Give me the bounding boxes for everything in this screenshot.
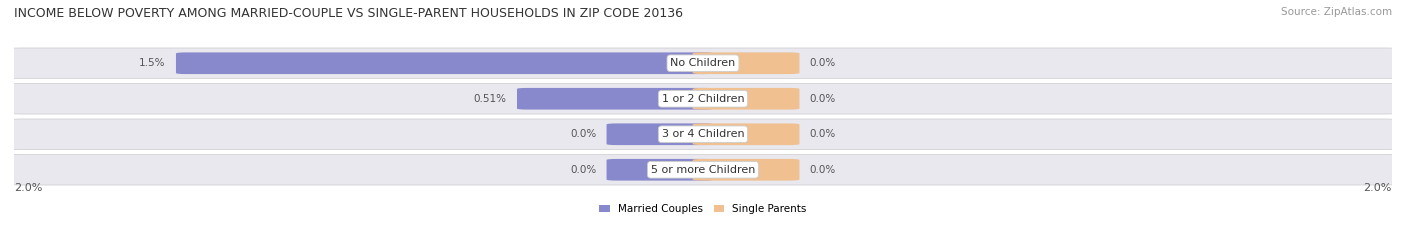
Text: 1.5%: 1.5% — [139, 58, 166, 68]
Text: 0.0%: 0.0% — [810, 165, 837, 175]
FancyBboxPatch shape — [693, 123, 800, 145]
Text: 1 or 2 Children: 1 or 2 Children — [662, 94, 744, 104]
Text: 0.0%: 0.0% — [810, 58, 837, 68]
Text: INCOME BELOW POVERTY AMONG MARRIED-COUPLE VS SINGLE-PARENT HOUSEHOLDS IN ZIP COD: INCOME BELOW POVERTY AMONG MARRIED-COUPL… — [14, 7, 683, 20]
Text: 5 or more Children: 5 or more Children — [651, 165, 755, 175]
FancyBboxPatch shape — [517, 88, 713, 110]
FancyBboxPatch shape — [7, 48, 1399, 79]
FancyBboxPatch shape — [693, 159, 800, 181]
FancyBboxPatch shape — [7, 119, 1399, 150]
Legend: Married Couples, Single Parents: Married Couples, Single Parents — [595, 200, 811, 219]
FancyBboxPatch shape — [606, 123, 713, 145]
Text: No Children: No Children — [671, 58, 735, 68]
Text: 0.0%: 0.0% — [569, 165, 596, 175]
FancyBboxPatch shape — [693, 52, 800, 74]
FancyBboxPatch shape — [693, 88, 800, 110]
Text: 0.0%: 0.0% — [569, 129, 596, 139]
FancyBboxPatch shape — [7, 83, 1399, 114]
FancyBboxPatch shape — [7, 154, 1399, 185]
Text: 3 or 4 Children: 3 or 4 Children — [662, 129, 744, 139]
FancyBboxPatch shape — [176, 52, 713, 74]
Text: 0.0%: 0.0% — [810, 129, 837, 139]
FancyBboxPatch shape — [606, 159, 713, 181]
Text: 0.51%: 0.51% — [474, 94, 506, 104]
Text: Source: ZipAtlas.com: Source: ZipAtlas.com — [1281, 7, 1392, 17]
Text: 0.0%: 0.0% — [810, 94, 837, 104]
Text: 2.0%: 2.0% — [14, 183, 42, 193]
Text: 2.0%: 2.0% — [1364, 183, 1392, 193]
